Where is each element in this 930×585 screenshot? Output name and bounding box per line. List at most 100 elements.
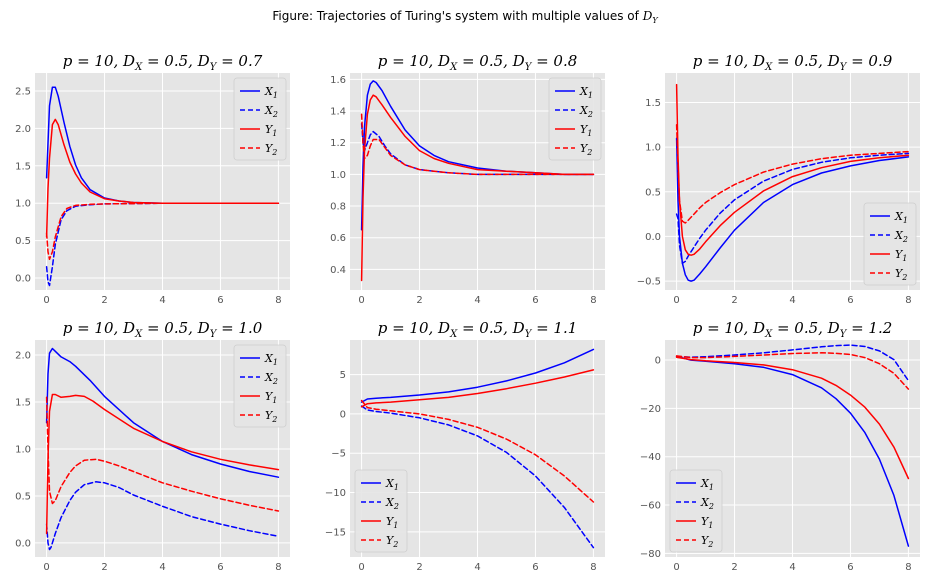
series-line-y1 (360, 94, 595, 282)
x-tick-label: 6 (847, 562, 853, 573)
series-line-x2 (360, 405, 595, 549)
legend-label: X1 (894, 210, 908, 225)
x-tick-label: 4 (474, 562, 480, 573)
y-tick-label: 0.0 (645, 232, 661, 243)
y-tick-label: 0 (340, 409, 346, 420)
x-tick-label: 6 (217, 295, 223, 306)
legend-label: Y2 (265, 142, 277, 157)
legend-label: Y1 (386, 515, 398, 530)
y-tick-label: −40 (640, 452, 661, 463)
legend-box (548, 77, 602, 161)
x-tick-label: 8 (905, 562, 911, 573)
panel-title: p = 10, DX = 0.5, DY = 0.7 (63, 52, 263, 73)
y-tick-label: −10 (325, 488, 346, 499)
x-tick-label: 0 (43, 295, 49, 306)
legend-label: Y1 (895, 248, 907, 263)
series-lines (45, 86, 280, 287)
x-tick-label: 2 (416, 295, 422, 306)
series-line-x1 (45, 347, 280, 478)
legend-label: X1 (264, 352, 278, 367)
x-tick-label: 0 (673, 562, 679, 573)
chart-panel-1: 0 2 4 6 8 0.0 0.5 1.0 1.5 2.0 2.5 p = 10, DX = 0.5,… (15, 52, 290, 306)
legend: X1 X2 Y1 Y2 (863, 202, 917, 286)
panel-title: p = 10, DX = 0.5, DY = 1.2 (693, 319, 893, 340)
series-line-y2 (45, 396, 280, 512)
legend-box (233, 77, 287, 161)
legend-label: Y2 (701, 534, 713, 549)
panel-title: p = 10, DX = 0.5, DY = 1.1 (378, 319, 578, 340)
y-tick-label: 0.5 (15, 236, 31, 247)
y-tick-label: 0.0 (15, 274, 31, 285)
x-tick-label: 8 (275, 295, 281, 306)
figure-suptitle: Figure: Trajectories of Turing's system … (272, 9, 658, 25)
y-tick-label: 2.5 (15, 86, 31, 97)
legend-box (354, 469, 408, 553)
legend-label: Y2 (895, 267, 907, 282)
chart-panel-4: 0 2 4 6 8 0.0 0.5 1.0 1.5 2.0 p = 10, DX = 0.5, DY… (15, 319, 290, 573)
legend-label: X1 (579, 85, 593, 100)
legend: X1 X2 Y1 Y2 (233, 77, 287, 161)
x-tick-label: 6 (847, 295, 853, 306)
series-line-y1 (675, 356, 910, 480)
x-tick-label: 4 (474, 295, 480, 306)
legend: X1 X2 Y1 Y2 (548, 77, 602, 161)
y-tick-label: −60 (640, 501, 661, 512)
y-tick-label: 1.6 (330, 75, 346, 86)
series-line-y1 (45, 393, 280, 535)
x-tick-label: 0 (358, 295, 364, 306)
chart-panel-5: 0 2 4 6 8 −15 −10 −5 0 5 p = 10, DX = 0.5, DY = 1.… (325, 319, 605, 573)
legend-label: Y2 (580, 142, 592, 157)
y-tick-label: 0.5 (645, 187, 661, 198)
legend-box (669, 469, 723, 553)
chart-panel-2: 0 2 4 6 8 0.4 0.6 0.8 1.0 1.2 1.4 1.6 p = 10, DX = 0… (330, 52, 605, 306)
y-tick-label: 1.0 (330, 170, 346, 181)
legend-label: X2 (700, 496, 714, 511)
chart-panel-6: 0 2 4 6 8 −80 −60 −40 −20 0 p = 10, DX = 0.5, DY =… (640, 319, 920, 573)
series-line-y1 (360, 369, 595, 408)
x-tick-label: 8 (275, 562, 281, 573)
y-tick-label: 1.0 (15, 444, 31, 455)
series-lines (675, 83, 910, 282)
legend-label: Y2 (265, 409, 277, 424)
x-tick-label: 2 (101, 295, 107, 306)
legend-box (863, 202, 917, 286)
x-tick-label: 6 (532, 295, 538, 306)
legend-label: Y1 (701, 515, 713, 530)
series-line-x2 (675, 344, 910, 382)
y-tick-label: 1.5 (645, 98, 661, 109)
series-line-y2 (360, 399, 595, 503)
y-tick-label: 1.2 (330, 138, 346, 149)
panel-title: p = 10, DX = 0.5, DY = 0.9 (693, 52, 893, 73)
series-line-y2 (675, 124, 910, 224)
y-tick-label: 1.4 (330, 107, 346, 118)
y-tick-label: 0.0 (15, 538, 31, 549)
legend-label: X2 (579, 104, 593, 119)
series-line-x2 (675, 152, 910, 264)
suptitle-text: Figure: Trajectories of Turing's system … (272, 9, 642, 23)
legend-label: X2 (385, 496, 399, 511)
y-tick-label: 1.0 (645, 143, 661, 154)
legend-label: X2 (894, 229, 908, 244)
series-line-y2 (360, 113, 595, 176)
y-tick-label: −15 (325, 527, 346, 538)
x-tick-label: 2 (731, 562, 737, 573)
panel-title: p = 10, DX = 0.5, DY = 1.0 (63, 319, 263, 340)
legend-label: X2 (264, 371, 278, 386)
y-tick-label: 0.4 (330, 265, 346, 276)
y-tick-label: 0 (655, 356, 661, 367)
series-line-y2 (45, 202, 280, 261)
legend: X1 X2 Y1 Y2 (233, 344, 287, 428)
x-tick-label: 4 (159, 295, 165, 306)
x-tick-label: 8 (590, 562, 596, 573)
x-tick-label: 4 (159, 562, 165, 573)
series-line-y2 (675, 352, 910, 390)
legend-label: X1 (700, 477, 714, 492)
y-tick-label: 0.5 (15, 491, 31, 502)
x-tick-label: 6 (217, 562, 223, 573)
y-tick-label: 1.5 (15, 398, 31, 409)
chart-panel-3: 0 2 4 6 8 −0.5 0.0 0.5 1.0 1.5 p = 10, DX = 0.5, D… (637, 52, 920, 306)
series-lines (675, 344, 910, 547)
series-line-x2 (45, 481, 280, 551)
x-tick-label: 0 (358, 562, 364, 573)
